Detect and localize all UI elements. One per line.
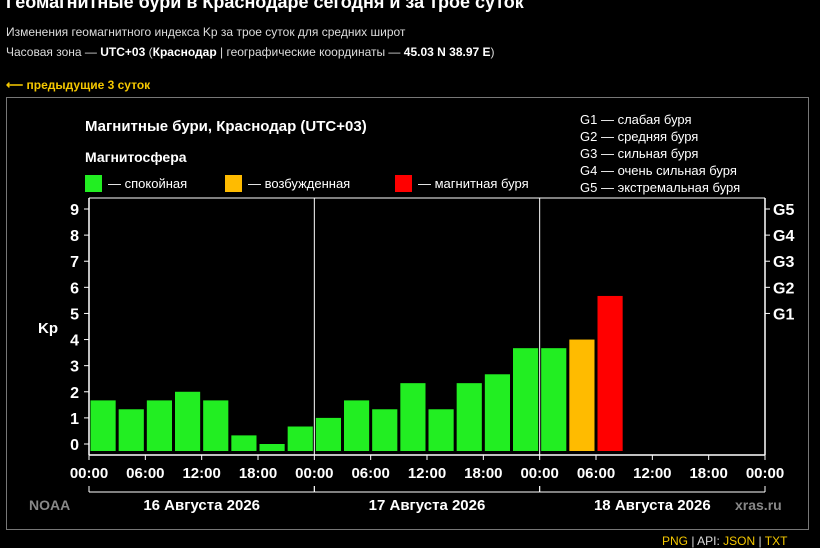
y-tick-label: 8	[70, 228, 79, 245]
x-tick-label: 18:00	[689, 465, 727, 482]
noaa-watermark: NOAA	[29, 497, 70, 513]
kp-bar	[597, 295, 623, 451]
y-tick-label: 1	[70, 411, 79, 428]
y-tick-label: 3	[70, 359, 79, 376]
x-tick-label: 00:00	[295, 465, 333, 482]
footer-sep-2: |	[755, 534, 765, 548]
txt-link[interactable]: TXT	[764, 534, 788, 548]
g-legend-item: G1 — слабая буря	[580, 112, 692, 127]
tz-value: UTC+03	[100, 45, 146, 59]
g-tick-label: G1	[773, 306, 794, 323]
previous-3-days-link[interactable]: ⟵ предыдущие 3 суток	[6, 78, 151, 92]
png-link[interactable]: PNG	[662, 534, 689, 548]
kp-bar	[428, 409, 454, 451]
legend: — спокойная — возбужденная — магнитная бур…	[85, 175, 529, 192]
page-title: Геомагнитные бури в Краснодаре сегодня и…	[6, 0, 524, 12]
x-tick-label: 00:00	[520, 465, 558, 482]
legend-title: Магнитосфера	[85, 149, 187, 165]
g-tick-label: G3	[773, 254, 794, 271]
y-tick-label: 7	[70, 254, 79, 271]
y-tick-label: 5	[70, 306, 79, 323]
kp-bar	[118, 409, 144, 451]
json-link[interactable]: JSON	[723, 534, 756, 548]
x-tick-label: 00:00	[746, 465, 784, 482]
legend-swatch	[85, 175, 102, 192]
kp-bar	[400, 383, 426, 451]
g-tick-label: G4	[773, 228, 794, 245]
x-tick-label: 06:00	[126, 465, 164, 482]
kp-bar	[513, 348, 539, 451]
legend-label: — возбужденная	[248, 176, 350, 191]
page-subtitle: Изменения геомагнитного индекса Kp за тр…	[6, 25, 406, 39]
kp-bar	[484, 374, 510, 451]
day-label: 16 Августа 2026	[143, 497, 260, 514]
x-tick-label: 00:00	[70, 465, 108, 482]
coords-prefix: | географические координаты —	[216, 45, 404, 59]
axes: 0 1 2 3 4 5 6 7 8 9 G1 G2 G3 G4 G5 00:00 06:00 12:00 18:00…	[70, 197, 794, 514]
y-tick-label: 6	[70, 280, 79, 297]
g-tick-label: G5	[773, 202, 794, 219]
timezone-line: Часовая зона — UTC+03 (Краснодар | геогр…	[6, 45, 495, 59]
kp-bar	[541, 348, 567, 451]
kp-bar	[203, 400, 229, 451]
x-tick-label: 12:00	[408, 465, 446, 482]
x-tick-label: 18:00	[239, 465, 277, 482]
legend-swatch	[225, 175, 242, 192]
kp-bar	[146, 400, 172, 451]
g-legend-item: G2 — средняя буря	[580, 129, 698, 144]
bars	[90, 295, 623, 451]
kp-bar	[344, 400, 370, 451]
chart-title: Магнитные бури, Краснодар (UTC+03)	[85, 118, 367, 135]
x-tick-label: 06:00	[351, 465, 389, 482]
footer: PNG | API: JSON | TXT	[662, 534, 787, 548]
tz-prefix: Часовая зона —	[6, 45, 101, 59]
g-legend-item: G3 — сильная буря	[580, 146, 698, 161]
g-tick-label: G2	[773, 280, 794, 297]
kp-bar	[231, 435, 257, 451]
chart-frame	[6, 97, 809, 530]
kp-bar	[90, 400, 116, 451]
kp-bar	[315, 417, 341, 451]
x-tick-label: 12:00	[182, 465, 220, 482]
day-label: 17 Августа 2026	[369, 497, 486, 514]
footer-sep-1: | API:	[688, 534, 724, 548]
x-tick-label: 18:00	[464, 465, 502, 482]
g-legend-item: G5 — экстремальная буря	[580, 180, 740, 195]
kp-bar	[287, 426, 313, 451]
y-tick-label: 4	[70, 333, 79, 350]
legend-label: — спокойная	[108, 176, 187, 191]
y-tick-label: 2	[70, 385, 79, 402]
kp-bar	[569, 339, 595, 451]
y-tick-label: 0	[70, 437, 79, 454]
coords-value: 45.03 N 38.97 E	[403, 45, 491, 59]
city-name: Краснодар	[152, 45, 217, 59]
g-legend-item: G4 — очень сильная буря	[580, 163, 737, 178]
kp-bar	[175, 391, 201, 451]
day-label: 18 Августа 2026	[594, 497, 711, 514]
legend-swatch	[395, 175, 412, 192]
g-scale-legend: G1 — слабая буря G2 — средняя буря G3 — си…	[580, 112, 740, 195]
legend-label: — магнитная буря	[418, 176, 529, 191]
kp-bar	[259, 444, 285, 451]
y-axis-label: Kp	[38, 320, 58, 337]
x-tick-label: 06:00	[577, 465, 615, 482]
xras-watermark: xras.ru	[735, 497, 782, 513]
x-tick-label: 12:00	[633, 465, 671, 482]
kp-bar	[372, 409, 398, 451]
y-tick-label: 9	[70, 202, 79, 219]
kp-bar	[456, 383, 482, 451]
